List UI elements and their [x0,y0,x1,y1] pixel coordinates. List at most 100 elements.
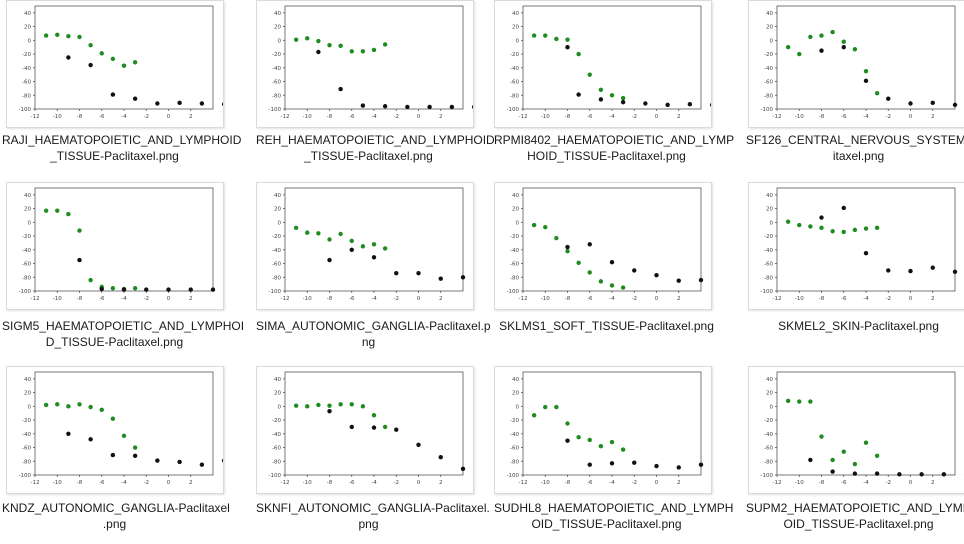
green-point [338,402,343,407]
file-item[interactable]: -100 -80 -60 -40 -20 0 20 40 -12 -10 -8 -6 -4 -2 0 2 SKM… [746,182,964,360]
file-item[interactable]: -100 -80 -60 -40 -20 0 20 40 -12 -10 -8 -6 -4 -2 0 2 SKL… [494,182,719,360]
x-tick-label: -2 [886,296,891,302]
green-point [785,45,791,50]
file-name-line: SKNFI_AUTONOMIC_GANGLIA-Paclitaxel. [256,501,490,515]
y-tick-label: -40 [22,432,31,438]
y-tick-label: -40 [510,248,519,254]
green-point [43,402,49,408]
y-tick-label: -80 [764,275,773,281]
file-item[interactable]: -100 -80 -60 -40 -20 0 20 40 -12 -10 -8 -6 -4 -2 0 2 SIM… [256,182,491,360]
black-point [394,427,399,432]
green-point [852,227,858,233]
file-item[interactable]: -100 -80 -60 -40 -20 0 20 40 -12 -10 -8 -6 -4 -2 0 2 RAJ… [2,0,241,178]
y-tick-label: -100 [19,289,32,295]
green-point [874,225,880,231]
x-tick-label: -6 [587,296,593,302]
green-point [110,416,116,421]
plot-frame [522,371,702,476]
black-point [382,104,388,109]
green-point [305,404,310,409]
black-point [210,287,216,292]
x-tick-label: -12 [281,114,290,120]
file-name: SKLMS1_SOFT_TISSUE-Paclitaxel.png [494,318,719,334]
x-tick-label: 2 [931,114,935,120]
x-tick-label: -4 [121,114,127,120]
x-tick-label: 2 [931,296,935,302]
file-item[interactable]: -100 -80 -60 -40 -20 0 20 40 -12 -10 -8 -6 -4 -2 0 2 KND… [2,366,230,544]
file-name-line: HOID_TISSUE-Paclitaxel.png [527,149,686,163]
green-point [382,424,388,430]
x-tick-label: -12 [31,114,40,120]
x-tick-label: -8 [77,480,83,486]
y-tick-label: 20 [512,391,519,397]
x-tick-label: 0 [167,296,171,302]
green-point [841,449,846,454]
x-tick-label: 2 [677,480,681,486]
plot-frame [776,187,956,292]
x-tick-label: -2 [394,114,399,120]
y-tick-label: 0 [278,220,282,226]
x-tick-label: -12 [773,480,782,486]
file-item[interactable]: -100 -80 -60 -40 -20 0 20 40 -12 -10 -8 -6 -4 -2 0 2 RPM… [494,0,734,178]
green-point [620,285,626,290]
x-tick-label: 0 [417,114,421,120]
green-point [587,72,592,77]
y-tick-label: 40 [766,377,773,383]
x-tick-label: -2 [144,480,149,486]
file-name-line: SUPM2_HAEMATOPOIETIC_AND_LYMPH [746,501,964,515]
black-point [698,277,704,283]
file-item[interactable]: -100 -80 -60 -40 -20 0 20 40 -12 -10 -8 -6 -4 -2 0 2 SUP… [746,366,964,544]
green-point [620,95,626,101]
black-point [199,462,205,467]
x-tick-label: -10 [53,296,62,302]
y-tick-label: -40 [764,248,773,254]
x-tick-label: -2 [394,480,399,486]
black-point [166,287,171,292]
file-item[interactable]: -100 -80 -60 -40 -20 0 20 40 -12 -10 -8 -6 -4 -2 0 2 SF1… [746,0,964,178]
file-name: SKNFI_AUTONOMIC_GANGLIA-Paclitaxel. png [256,500,490,532]
x-tick-label: -2 [886,480,891,486]
black-point [132,96,138,101]
y-tick-label: -100 [761,289,774,295]
green-point [576,51,581,57]
x-tick-label: -6 [349,296,355,302]
green-point [598,87,604,92]
x-tick-label: -4 [863,114,869,120]
file-item[interactable]: -100 -80 -60 -40 -20 0 20 40 -12 -10 -8 -6 -4 -2 0 2 SIG… [2,182,244,360]
y-tick-label: -20 [272,418,281,424]
green-point [819,225,824,231]
y-tick-label: 20 [512,207,519,213]
x-tick-label: -6 [99,480,105,486]
y-tick-label: -80 [510,93,519,99]
file-item[interactable]: -100 -80 -60 -40 -20 0 20 40 -12 -10 -8 -6 -4 -2 0 2 SUD… [494,366,734,544]
x-tick-label: -12 [281,296,290,302]
black-point [471,105,473,109]
x-tick-label: -6 [587,480,593,486]
x-tick-label: 2 [439,480,443,486]
y-tick-label: -100 [507,289,520,295]
black-point [460,466,466,472]
file-item[interactable]: -100 -80 -60 -40 -20 0 20 40 -12 -10 -8 -6 -4 -2 0 2 SKN… [256,366,490,544]
y-tick-label: -40 [510,66,519,72]
y-tick-label: 20 [766,391,773,397]
y-tick-label: -60 [764,262,773,268]
x-tick-label: 0 [417,296,421,302]
y-tick-label: 20 [24,25,31,31]
file-name-line: OID_TISSUE-Paclitaxel.png [531,517,682,531]
green-point [43,33,49,38]
file-name-line: SUDHL8_HAEMATOPOIETIC_AND_LYMPH [494,501,734,515]
green-point [338,231,343,237]
y-tick-label: -60 [22,446,31,452]
y-tick-label: 20 [274,391,281,397]
black-point [819,48,824,53]
black-point [808,457,813,463]
green-point [808,34,813,40]
x-tick-label: -2 [886,114,891,120]
x-tick-label: -10 [795,296,804,302]
y-tick-label: -40 [22,66,31,72]
black-point [66,431,71,436]
plot-frame [522,5,702,110]
file-item[interactable]: -100 -80 -60 -40 -20 0 20 40 -12 -10 -8 -6 -4 -2 0 2 REH… [256,0,495,178]
